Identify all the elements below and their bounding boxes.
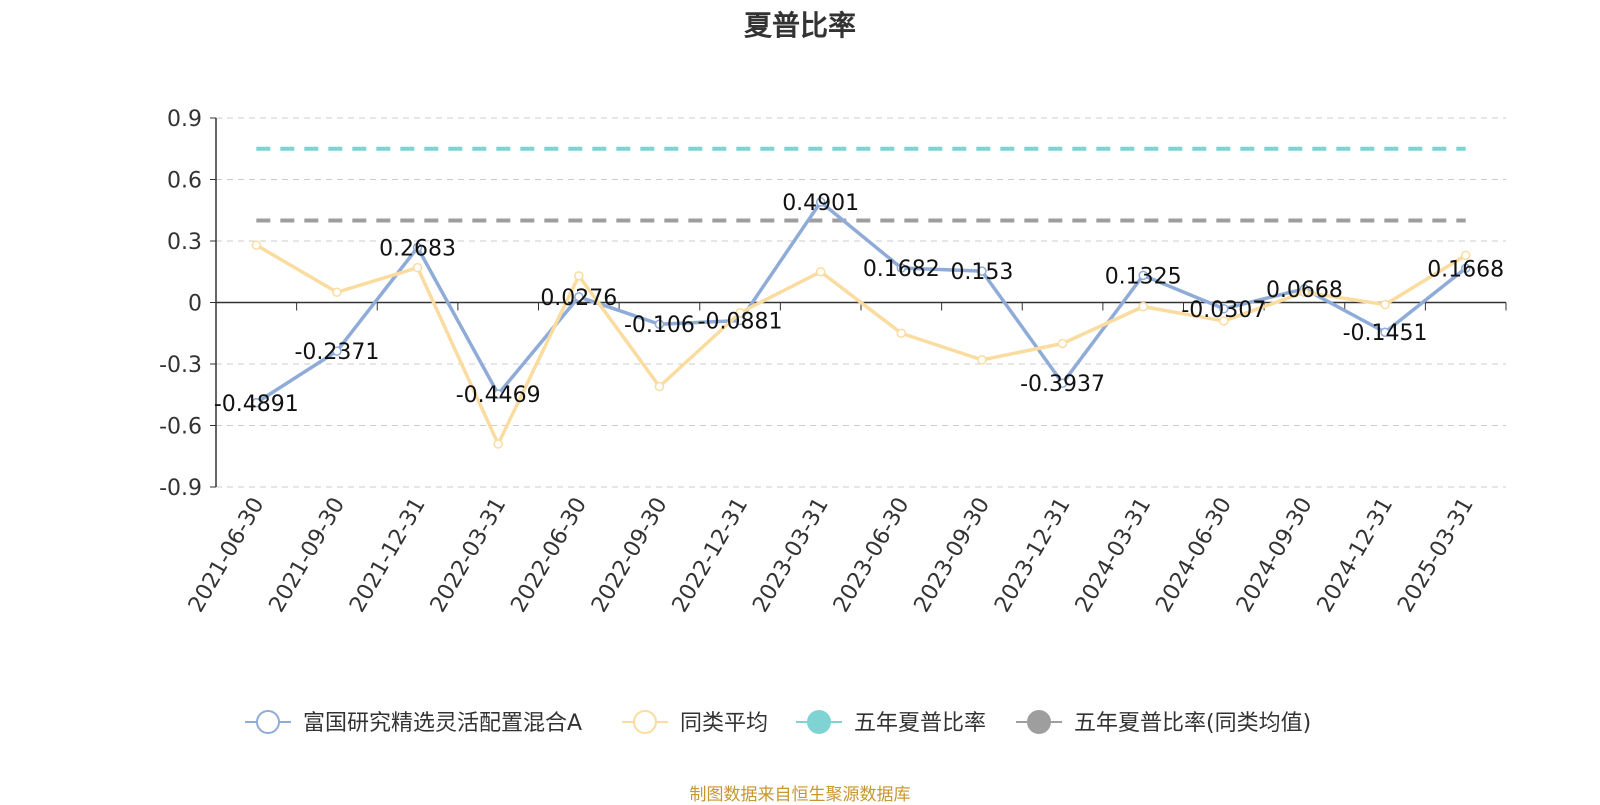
data-point (574, 271, 584, 281)
data-point (1299, 287, 1310, 297)
y-tick-label: 0.3 (167, 230, 202, 255)
data-point (977, 355, 987, 365)
data-point (815, 197, 826, 207)
data-point (735, 308, 745, 318)
x-tick-label: 2021-12-31 (345, 494, 431, 617)
chart-title: 夏普比率 (743, 9, 856, 42)
x-tick-label: 2025-03-31 (1393, 494, 1479, 617)
grid-lines (216, 117, 1506, 488)
x-tick-label: 2021-09-30 (265, 494, 351, 617)
data-point (654, 381, 665, 392)
data-label: -0.106 (624, 313, 695, 338)
series-line-0 (255, 200, 1467, 405)
data-point (251, 240, 262, 250)
legend-label: 五年夏普比率(同类均值) (1074, 711, 1311, 736)
x-tick-label: 2023-03-31 (748, 494, 834, 617)
data-point (574, 292, 584, 302)
data-point (332, 346, 342, 356)
data-point (412, 242, 423, 253)
legend-label: 富国研究精选灵活配置混合A (303, 711, 582, 736)
data-label: -0.4891 (214, 392, 299, 417)
data-label: 0.1668 (1427, 257, 1504, 282)
data-label: 0.4901 (782, 191, 859, 216)
legend-item-2[interactable]: 五年夏普比率 (796, 710, 986, 736)
data-point (1380, 299, 1390, 310)
data-point (1138, 301, 1148, 312)
data-labels: -0.4891-0.23710.2683-0.44690.0276-0.106-… (214, 191, 1504, 417)
data-point (1460, 263, 1471, 274)
data-point (493, 389, 503, 399)
data-label: 0.0276 (540, 286, 617, 311)
legend-swatch-marker (256, 710, 280, 734)
data-label: -0.0881 (698, 310, 783, 335)
x-tick-label: 2022-06-30 (506, 494, 592, 617)
data-label: 0.1325 (1105, 264, 1182, 289)
data-point (977, 266, 987, 276)
legend-label: 五年夏普比率 (854, 711, 986, 736)
legend[interactable]: 富国研究精选灵活配置混合A 同类平均 五年夏普比率 五年夏普比率(同类均值) (245, 710, 1311, 736)
data-point (1219, 316, 1229, 326)
data-label: -0.1451 (1343, 321, 1428, 346)
x-tick-label: 2022-12-31 (668, 494, 754, 617)
x-tick-label: 2024-09-30 (1232, 494, 1318, 617)
data-point (896, 328, 907, 338)
data-label: 0.0668 (1266, 278, 1343, 303)
data-label: -0.4469 (456, 383, 541, 408)
x-tick-label: 2023-09-30 (910, 494, 996, 617)
x-tick-label: 2022-09-30 (587, 494, 673, 617)
data-point (815, 267, 826, 277)
data-point (412, 262, 423, 273)
series-lines (251, 197, 1471, 449)
x-tick-label: 2021-06-30 (184, 494, 270, 617)
data-label: 0.153 (950, 260, 1013, 285)
y-tick-label: -0.3 (159, 353, 202, 378)
y-tick-label: 0 (188, 292, 202, 317)
data-label: 0.1682 (863, 257, 940, 282)
y-tick-label: 0.9 (167, 107, 202, 132)
data-point (1380, 327, 1390, 337)
series-line-1 (255, 243, 1467, 446)
x-tick-label: 2024-06-30 (1151, 494, 1237, 617)
y-tick-label: -0.6 (159, 415, 202, 440)
x-tick-label: 2023-06-30 (829, 494, 915, 617)
x-tick-label: 2024-03-31 (1071, 494, 1157, 617)
x-tick-label: 2024-12-31 (1313, 494, 1399, 617)
legend-swatch-marker (807, 710, 831, 734)
data-point (1138, 270, 1148, 281)
data-label: -0.2371 (294, 340, 379, 365)
data-point (1057, 378, 1068, 388)
data-point (251, 398, 262, 408)
x-tick-label: 2023-12-31 (990, 494, 1076, 617)
data-point (654, 319, 665, 329)
y-tick-label: -0.9 (159, 476, 202, 501)
data-point (1219, 304, 1229, 314)
legend-swatch-marker (1027, 710, 1051, 734)
data-point (1057, 338, 1068, 349)
data-label: -0.0307 (1181, 298, 1266, 323)
legend-label: 同类平均 (680, 711, 768, 736)
y-tick-label: 0.6 (167, 169, 202, 194)
data-point (896, 263, 907, 273)
reference-lines (256, 146, 1466, 223)
data-point (332, 287, 342, 297)
legend-item-0[interactable]: 富国研究精选灵活配置混合A (245, 710, 582, 736)
legend-swatch-marker (633, 710, 657, 734)
data-label: 0.2683 (379, 236, 456, 261)
data-label: -0.3937 (1020, 372, 1105, 397)
data-point (1460, 250, 1471, 261)
legend-item-1[interactable]: 同类平均 (622, 710, 768, 736)
data-point (493, 439, 503, 449)
x-tick-label: 2022-03-31 (426, 494, 512, 617)
source-note: 制图数据来自恒生聚源数据库 (689, 785, 911, 805)
legend-item-3[interactable]: 五年夏普比率(同类均值) (1016, 710, 1311, 736)
